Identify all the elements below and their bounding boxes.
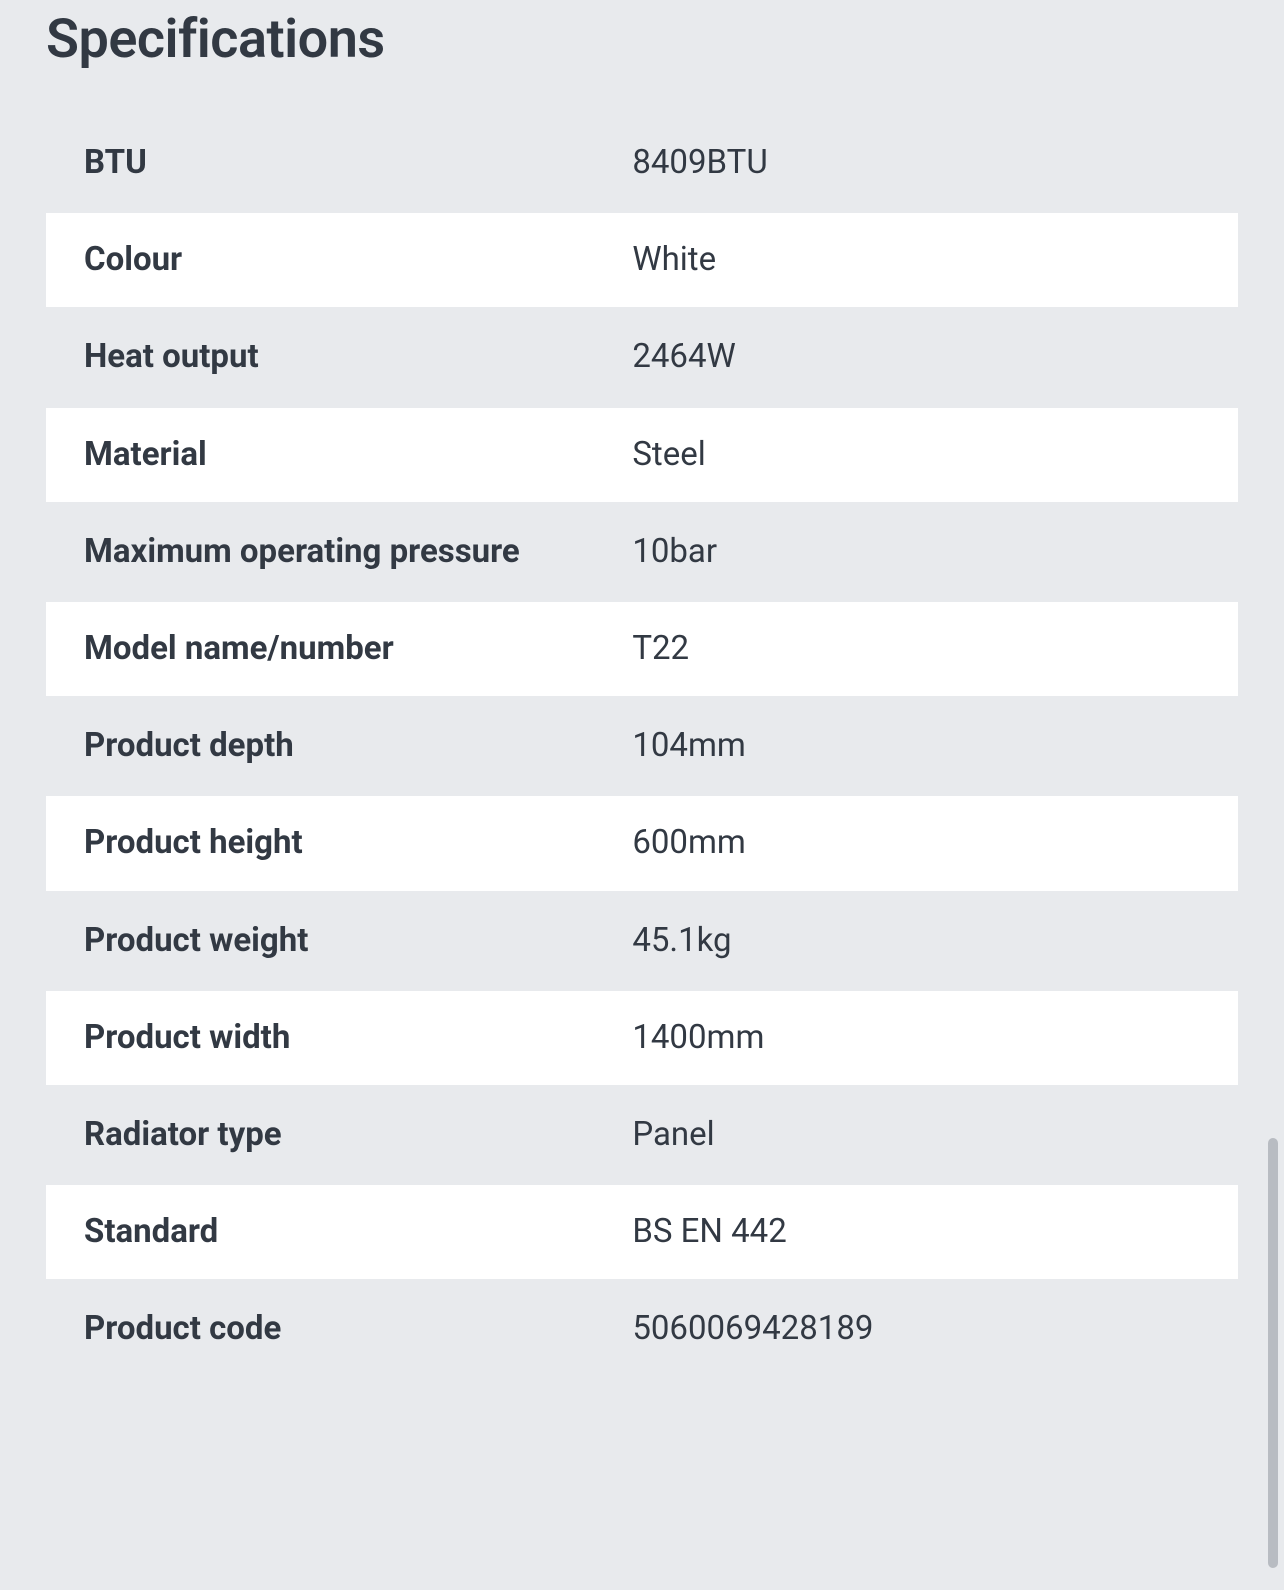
spec-value: 2464W <box>594 310 1238 404</box>
spec-label: Material <box>46 408 594 502</box>
spec-value: 5060069428189 <box>594 1282 1238 1376</box>
spec-label: Maximum operating pressure <box>46 505 594 599</box>
table-row: Material Steel <box>46 408 1238 502</box>
spec-label: Colour <box>46 213 594 307</box>
spec-value: Steel <box>594 408 1238 502</box>
spec-value: 1400mm <box>594 991 1238 1085</box>
scrollbar-thumb[interactable] <box>1268 1138 1278 1568</box>
spec-value: 104mm <box>594 699 1238 793</box>
spec-value: BS EN 442 <box>594 1185 1238 1279</box>
spec-value: 10bar <box>594 505 1238 599</box>
table-row: Maximum operating pressure 10bar <box>46 505 1238 599</box>
spec-label: Standard <box>46 1185 594 1279</box>
specifications-table-body: BTU 8409BTU Colour White Heat output 246… <box>46 116 1238 1376</box>
spec-label: Product code <box>46 1282 594 1376</box>
table-row: BTU 8409BTU <box>46 116 1238 210</box>
spec-value: Panel <box>594 1088 1238 1182</box>
spec-label: Product depth <box>46 699 594 793</box>
spec-value: 600mm <box>594 796 1238 890</box>
table-row: Product height 600mm <box>46 796 1238 890</box>
table-row: Product weight 45.1kg <box>46 894 1238 988</box>
specifications-table: BTU 8409BTU Colour White Heat output 246… <box>46 113 1238 1379</box>
spec-label: Product width <box>46 991 594 1085</box>
table-row: Product code 5060069428189 <box>46 1282 1238 1376</box>
table-row: Product depth 104mm <box>46 699 1238 793</box>
spec-value: 45.1kg <box>594 894 1238 988</box>
table-row: Model name/number T22 <box>46 602 1238 696</box>
spec-label: BTU <box>46 116 594 210</box>
table-row: Radiator type Panel <box>46 1088 1238 1182</box>
table-row: Colour White <box>46 213 1238 307</box>
spec-label: Radiator type <box>46 1088 594 1182</box>
spec-label: Model name/number <box>46 602 594 696</box>
spec-value: White <box>594 213 1238 307</box>
specifications-container: Specifications BTU 8409BTU Colour White … <box>0 8 1284 1379</box>
page-title: Specifications <box>46 8 1238 71</box>
spec-value: T22 <box>594 602 1238 696</box>
spec-value: 8409BTU <box>594 116 1238 210</box>
spec-label: Heat output <box>46 310 594 404</box>
spec-label: Product height <box>46 796 594 890</box>
table-row: Heat output 2464W <box>46 310 1238 404</box>
table-row: Product width 1400mm <box>46 991 1238 1085</box>
table-row: Standard BS EN 442 <box>46 1185 1238 1279</box>
spec-label: Product weight <box>46 894 594 988</box>
